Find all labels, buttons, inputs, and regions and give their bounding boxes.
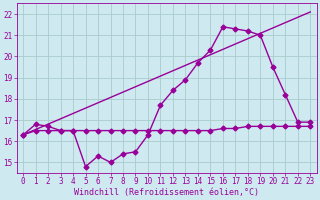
X-axis label: Windchill (Refroidissement éolien,°C): Windchill (Refroidissement éolien,°C) (74, 188, 259, 197)
